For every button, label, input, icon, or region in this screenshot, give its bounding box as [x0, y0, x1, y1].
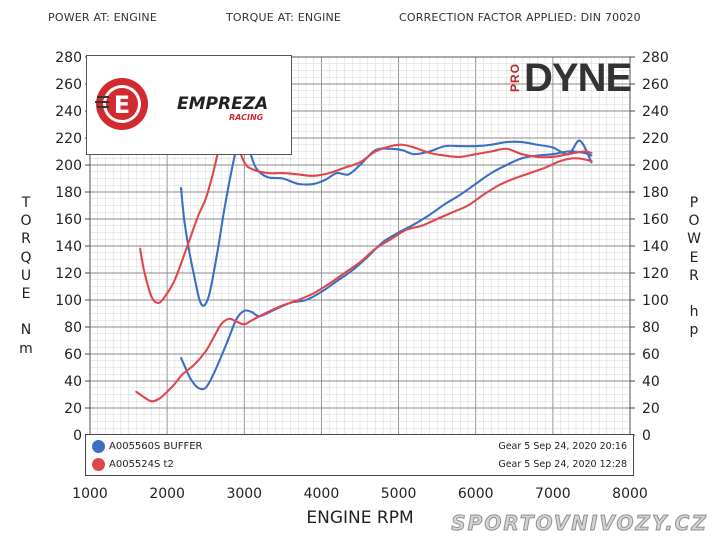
empreza-logo-box: E EMPREZA RACING — [86, 55, 292, 155]
right-axis-title-letter: R — [689, 267, 699, 284]
prodyne-logo: PRO DYNE — [508, 55, 632, 100]
x-tick-label: 2000 — [149, 486, 185, 502]
right-axis-title-letter: h — [689, 304, 699, 321]
legend-info-2: Gear 5 Sep 24, 2020 12:28 — [498, 458, 627, 470]
empreza-logo: E EMPREZA RACING — [95, 78, 268, 130]
series-line-torque-1 — [179, 122, 593, 307]
right-axis-title-letter: O — [688, 213, 700, 230]
header-torque-at: TORQUE AT: ENGINE — [226, 11, 342, 24]
legend-info-1: Gear 5 Sep 24, 2020 20:16 — [498, 440, 627, 452]
y-tick-left: 240 — [55, 104, 82, 120]
logo-badge-letter: E — [114, 91, 130, 119]
y-tick-left: 140 — [55, 239, 82, 255]
logo-brand-sub: RACING — [229, 113, 264, 122]
y-tick-right: 200 — [642, 158, 669, 174]
y-tick-left: 0 — [73, 428, 82, 444]
x-tick-label: 7000 — [535, 486, 571, 502]
y-tick-right: 20 — [642, 401, 660, 417]
series-line-power-2 — [179, 150, 593, 391]
y-tick-right: 280 — [642, 50, 669, 66]
y-tick-right: 80 — [642, 320, 660, 336]
right-axis-title-letter: P — [689, 195, 699, 211]
prodyne-dyne: DYNE — [524, 55, 632, 100]
y-tick-left: 60 — [64, 347, 82, 363]
right-axis-title-letter: W — [687, 231, 701, 248]
x-tick-label: 4000 — [304, 486, 340, 502]
y-tick-left: 280 — [55, 50, 82, 66]
left-axis-title-letter: m — [19, 340, 33, 357]
y-tick-right: 240 — [642, 104, 669, 120]
y-tick-left: 100 — [55, 293, 82, 309]
y-tick-left: 40 — [64, 374, 82, 390]
y-tick-left: 160 — [55, 212, 82, 228]
header-correction-factor: CORRECTION FACTOR APPLIED: DIN 70020 — [399, 11, 641, 24]
y-tick-right: 40 — [642, 374, 660, 390]
y-tick-right: 120 — [642, 266, 669, 282]
left-axis-title-letter: U — [20, 267, 32, 284]
x-tick-label: 5000 — [381, 486, 417, 502]
left-axis-title-letter: N — [20, 322, 32, 339]
prodyne-pro: PRO — [508, 63, 522, 93]
x-tick-label: 6000 — [458, 486, 494, 502]
left-axis-title-letter: R — [21, 231, 31, 248]
left-axis-title-letter: O — [20, 213, 32, 230]
legend-swatch-1 — [92, 439, 105, 453]
y-tick-left: 260 — [55, 77, 82, 93]
y-tick-right: 60 — [642, 347, 660, 363]
left-axis-title-letter: Q — [20, 249, 32, 266]
legend: A005560S BUFFER Gear 5 Sep 24, 2020 20:1… — [85, 434, 634, 476]
y-tick-right: 160 — [642, 212, 669, 228]
legend-item-1: A005560S BUFFER — [92, 437, 203, 455]
watermark: SPORTOVNIVOZY.CZ — [451, 511, 708, 536]
y-tick-right: 140 — [642, 239, 669, 255]
legend-label-1: A005560S BUFFER — [109, 440, 203, 452]
right-axis-title-letter: E — [689, 249, 699, 266]
logo-brand-main: EMPREZA — [177, 94, 268, 114]
x-axis-title: ENGINE RPM — [306, 508, 413, 528]
x-tick-label: 8000 — [612, 486, 648, 502]
y-tick-left: 200 — [55, 158, 82, 174]
y-tick-left: 220 — [55, 131, 82, 147]
y-tick-right: 220 — [642, 131, 669, 147]
y-tick-right: 180 — [642, 185, 669, 201]
series-line-torque-3 — [139, 105, 593, 304]
y-tick-right: 0 — [642, 428, 651, 444]
x-tick-label: 3000 — [226, 486, 262, 502]
header-power-at: POWER AT: ENGINE — [48, 11, 157, 24]
series-line-power-4 — [135, 157, 593, 403]
legend-item-2: A005524S t2 — [92, 455, 174, 473]
y-tick-left: 180 — [55, 185, 82, 201]
x-tick-label: 1000 — [72, 486, 108, 502]
y-tick-right: 260 — [642, 77, 669, 93]
y-tick-right: 100 — [642, 293, 669, 309]
left-axis-title-letter: E — [21, 286, 31, 303]
legend-label-2: A005524S t2 — [109, 458, 174, 470]
legend-swatch-2 — [92, 457, 105, 471]
y-tick-left: 120 — [55, 266, 82, 282]
left-axis-title-letter: T — [21, 195, 31, 211]
right-axis-title-letter: p — [689, 322, 699, 339]
y-tick-left: 80 — [64, 320, 82, 336]
y-tick-left: 20 — [64, 401, 82, 417]
